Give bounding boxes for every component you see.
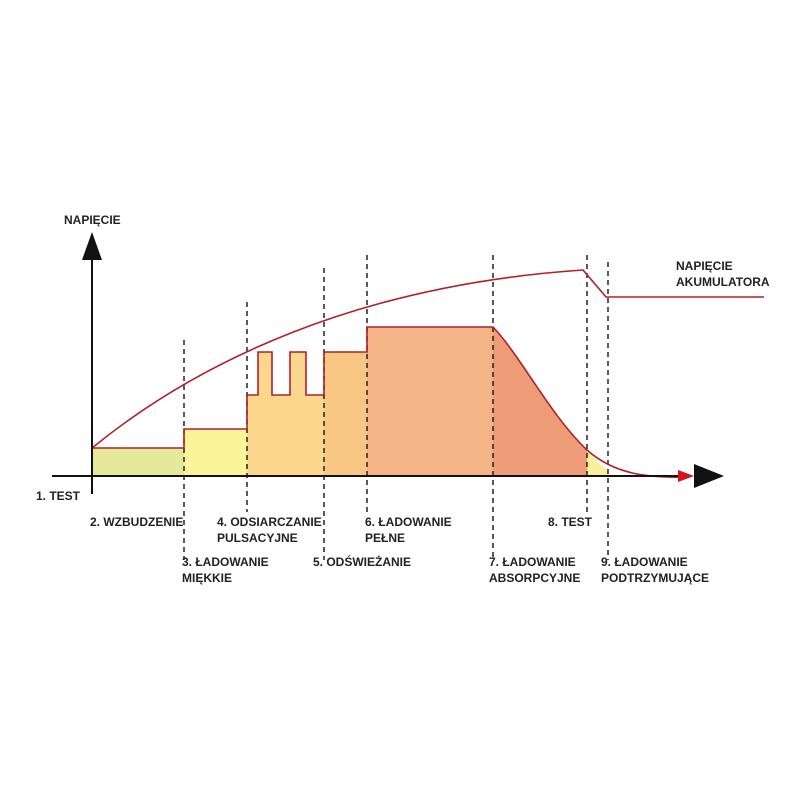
stage-6-area	[367, 327, 493, 476]
battery-voltage-curve	[91, 269, 764, 449]
stage-7-label-line1: 7. ŁADOWANIE	[489, 555, 576, 569]
x-axis-red-arrow-icon	[678, 470, 694, 482]
stage-5-area	[324, 352, 367, 476]
stage-2-area	[92, 448, 184, 476]
y-axis-label: NAPIĘCIE	[64, 213, 121, 227]
stage-8-area	[587, 450, 608, 476]
x-axis-arrow-icon	[694, 464, 724, 488]
stage-2-label: 2. WZBUDZENIE	[90, 515, 183, 529]
stage-3-area	[184, 429, 247, 476]
stage-4-label-line1: 4. ODSIARCZANIE	[217, 515, 322, 529]
battery-voltage-label-line2: AKUMULATORA	[676, 275, 770, 289]
stage-9-label-line2: PODTRZYMUJĄCE	[601, 571, 709, 585]
stage-9-label-line1: 9. ŁADOWANIE	[601, 555, 688, 569]
stage-6-label-line1: 6. ŁADOWANIE	[365, 515, 452, 529]
charging-current-outline	[92, 326, 686, 478]
x-axis-start-label: 1. TEST	[36, 489, 81, 503]
stage-4-label-line2: PULSACYJNE	[217, 531, 298, 545]
stage-8-label: 8. TEST	[548, 515, 593, 529]
battery-voltage-label-line1: NAPIĘCIE	[676, 259, 733, 273]
stage-6-label-line2: PEŁNE	[365, 531, 405, 545]
stage-7-label-line2: ABSORPCYJNE	[489, 571, 580, 585]
stage-3-label-line2: MIĘKKIE	[182, 571, 232, 585]
stage-3-label-line1: 3. ŁADOWANIE	[182, 555, 269, 569]
stage-5-label: 5. ODŚWIEŻANIE	[313, 554, 411, 569]
y-axis-arrow-icon	[82, 232, 102, 260]
stage-4-area	[247, 352, 324, 476]
stage-7-area	[493, 327, 587, 476]
